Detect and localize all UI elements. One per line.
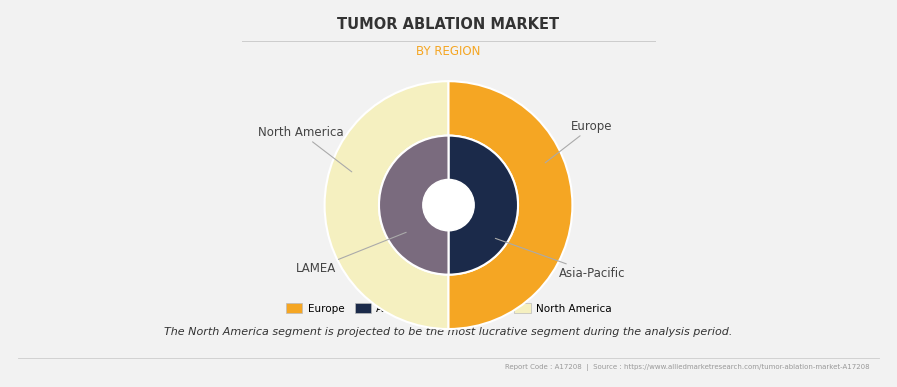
- Text: LAMEA: LAMEA: [295, 232, 406, 275]
- Wedge shape: [448, 135, 518, 275]
- Circle shape: [422, 180, 475, 231]
- Text: Europe: Europe: [545, 120, 613, 163]
- Wedge shape: [448, 81, 572, 329]
- Text: The North America segment is projected to be the most lucrative segment during t: The North America segment is projected t…: [164, 327, 733, 337]
- Text: BY REGION: BY REGION: [416, 45, 481, 58]
- Wedge shape: [379, 135, 448, 275]
- Text: Report Code : A17208  |  Source : https://www.alliedmarketresearch.com/tumor-abl: Report Code : A17208 | Source : https://…: [506, 364, 870, 371]
- Text: Asia-Pacific: Asia-Pacific: [495, 238, 625, 280]
- Text: North America: North America: [257, 126, 352, 172]
- Legend: Europe, Asia-Pacific, LAMEA, North America: Europe, Asia-Pacific, LAMEA, North Ameri…: [282, 299, 615, 318]
- Text: TUMOR ABLATION MARKET: TUMOR ABLATION MARKET: [337, 17, 560, 33]
- Wedge shape: [325, 81, 448, 329]
